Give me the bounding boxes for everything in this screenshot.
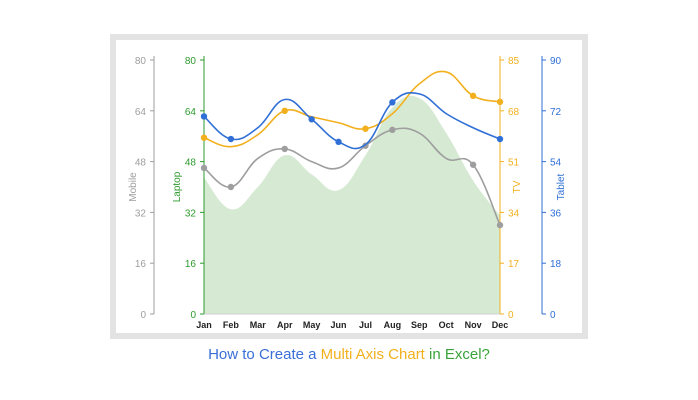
series-line-tv [203,70,501,148]
point-mobile [496,221,504,229]
x-tick-label: Nov [465,320,482,330]
axis-title-tv: TV [512,180,523,193]
tick-label-mobile: 0 [140,310,146,321]
x-tick-label: Oct [439,320,454,330]
x-tick-label: Jun [331,320,347,330]
x-tick-label: Jul [359,320,372,330]
chart-frame: 0 16 32 48 64 80 Mobile 0 16 32 48 64 80 Laptop 0 17 34 5… [110,34,588,339]
caption-part-3: in Excel? [424,346,490,363]
tick-label-tv: 34 [508,208,520,219]
axis-title-mobile: Mobile [128,172,139,202]
point-tv [362,125,369,132]
tick-label-tv: 51 [508,158,520,169]
axis-title-laptop: Laptop [172,171,183,202]
tick-label-tablet: 90 [550,56,562,67]
tick-label-mobile: 16 [135,259,147,270]
x-tick-label: Feb [223,320,240,330]
tick-label-mobile: 32 [135,208,147,219]
x-tick-label: Sep [411,320,428,330]
tick-label-tablet: 36 [550,208,562,219]
point-mobile [200,164,208,172]
x-tick-label: Mar [250,320,267,330]
tick-label-tv: 68 [508,107,520,118]
point-tv [496,98,504,106]
tick-label-laptop: 80 [185,56,197,67]
tick-label-mobile: 80 [135,56,147,67]
series-area-laptop [204,95,500,314]
point-mobile [389,126,396,134]
tick-label-laptop: 64 [185,107,197,118]
tick-label-tablet: 72 [550,107,562,118]
point-mobile [281,145,288,153]
caption-part-1: How to Create a [208,346,321,363]
point-tv [281,107,288,115]
x-tick-label: Jan [196,320,212,330]
tick-label-mobile: 64 [135,107,147,118]
point-tablet [335,138,342,146]
point-tablet [389,99,396,106]
tick-label-laptop: 16 [185,259,197,270]
point-mobile [469,161,477,168]
tick-label-tv: 85 [508,56,520,67]
point-tv [200,134,208,141]
tick-label-laptop: 32 [185,208,197,219]
tick-label-tablet: 54 [550,158,562,169]
point-tv [469,92,477,100]
x-tick-label: Aug [384,320,402,330]
caption-part-2: Multi Axis Chart [320,346,425,363]
tick-label-mobile: 48 [135,158,147,169]
x-tick-label: Dec [492,320,509,330]
point-tablet [227,135,235,143]
series-line-tablet [203,92,501,150]
multi-axis-chart: 0 16 32 48 64 80 Mobile 0 16 32 48 64 80 Laptop 0 17 34 5… [128,56,567,330]
point-tablet [496,135,504,143]
point-tablet [200,113,208,120]
series-line-mobile [203,127,501,226]
tick-label-tv: 17 [508,259,520,270]
point-tablet [308,116,315,123]
x-tick-label: May [303,320,321,330]
tick-label-tablet: 18 [550,259,562,270]
tick-label-tablet: 0 [550,310,556,321]
tick-label-tv: 0 [508,310,514,321]
axis-title-tablet: Tablet [556,173,567,200]
x-tick-label: Apr [277,320,293,330]
tick-label-laptop: 48 [185,158,197,169]
tick-label-laptop: 0 [190,310,196,321]
point-mobile [227,183,235,191]
chart-caption: How to Create a Multi Axis Chart in Exce… [0,346,698,363]
